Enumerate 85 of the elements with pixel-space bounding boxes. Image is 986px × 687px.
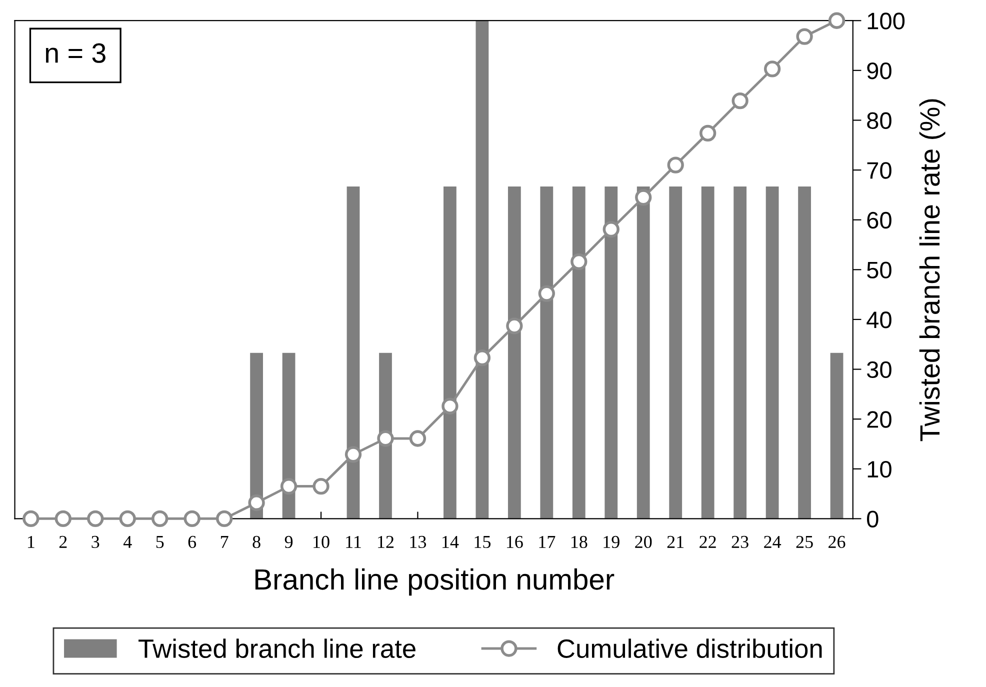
- bar: [444, 186, 456, 519]
- point: [312, 478, 330, 495]
- point: [828, 12, 846, 29]
- bar: [250, 352, 263, 519]
- x-tick-label: 16: [506, 536, 523, 548]
- x-tick-label: 8: [252, 536, 260, 548]
- point: [216, 510, 233, 528]
- point: [506, 318, 523, 334]
- y-tick-label: 80: [867, 112, 892, 130]
- x-tick-label: 19: [604, 536, 620, 548]
- point: [796, 28, 813, 45]
- x-tick-label: 3: [92, 536, 100, 548]
- bar: [701, 186, 714, 519]
- bar: [476, 20, 489, 519]
- point: [764, 60, 781, 78]
- legend-label: Twisted branch line rate: [138, 638, 416, 658]
- point: [474, 349, 491, 366]
- y-tick-label: 20: [867, 411, 892, 428]
- y-tick-label: 30: [866, 361, 892, 378]
- annotation: n = 3: [46, 43, 106, 63]
- point: [732, 92, 748, 110]
- point: [377, 430, 394, 447]
- bar: [766, 186, 779, 519]
- x-tick-label: 1: [28, 536, 34, 548]
- x-tick-label: 24: [764, 536, 782, 548]
- x-tick-label: 17: [539, 536, 556, 548]
- y-tick-label: 60: [867, 212, 892, 229]
- x-tick-label: 20: [635, 536, 652, 548]
- y-tick-label: 90: [867, 62, 892, 80]
- x-tick-label: 13: [410, 536, 426, 548]
- point: [87, 510, 104, 528]
- bar: [346, 186, 360, 519]
- bar: [508, 186, 521, 519]
- bar: [379, 352, 392, 519]
- x-tick-label: 15: [474, 536, 491, 548]
- point: [54, 510, 72, 528]
- x-axis-title: Branch line position number: [255, 568, 614, 596]
- bar: [282, 352, 296, 519]
- point: [280, 478, 298, 495]
- point: [152, 510, 168, 528]
- bar: [798, 186, 811, 519]
- x-tick-label: 5: [156, 536, 164, 548]
- point: [119, 510, 136, 528]
- point: [248, 494, 265, 512]
- x-tick-label: 10: [314, 536, 330, 548]
- x-tick-label: 14: [442, 536, 459, 548]
- bar: [734, 186, 747, 519]
- point: [635, 189, 652, 206]
- point: [602, 220, 620, 238]
- x-tick-label: 18: [571, 536, 588, 548]
- x-tick-label: 4: [123, 536, 132, 548]
- y-axis-title: Twisted branch line rate (%): [919, 99, 946, 442]
- x-tick-label: 25: [796, 536, 813, 548]
- y-tick-label: 100: [868, 12, 905, 30]
- point: [409, 430, 426, 447]
- point: [570, 253, 588, 270]
- point: [667, 156, 684, 174]
- point: [22, 510, 40, 528]
- point: [442, 398, 458, 414]
- y-tick-label: 70: [867, 162, 892, 179]
- bar: [830, 352, 844, 519]
- point: [184, 510, 200, 528]
- x-tick-label: 12: [378, 536, 394, 548]
- point: [700, 124, 716, 142]
- x-tick-label: 7: [220, 536, 228, 548]
- y-tick-label: 10: [868, 460, 892, 478]
- x-tick-label: 21: [667, 536, 684, 548]
- x-tick-label: 6: [188, 536, 196, 548]
- bar: [540, 186, 554, 519]
- bar: [572, 186, 586, 519]
- bar: [669, 186, 682, 519]
- bar: [604, 186, 618, 519]
- legend-label: Cumulative distribution: [558, 638, 822, 658]
- point: [538, 285, 555, 302]
- y-tick-label: 50: [867, 262, 892, 278]
- y-tick-label: 40: [866, 312, 892, 328]
- point: [344, 446, 362, 463]
- x-tick-label: 2: [59, 536, 67, 548]
- x-tick-label: 11: [346, 536, 361, 548]
- x-tick-label: 22: [700, 536, 716, 548]
- x-tick-label: 9: [284, 536, 293, 548]
- x-tick-label: 23: [732, 536, 748, 548]
- y-tick-label: 0: [867, 510, 878, 528]
- bar: [636, 186, 650, 519]
- x-tick-label: 26: [828, 536, 846, 548]
